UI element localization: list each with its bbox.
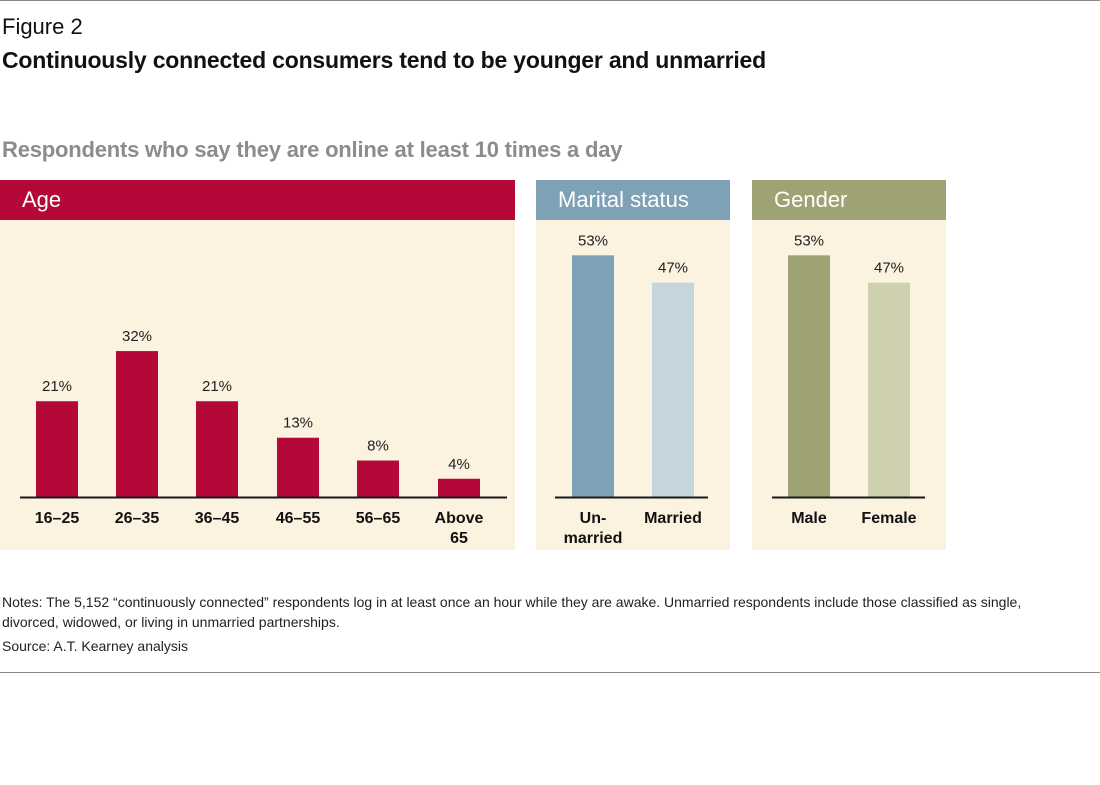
age-panel-header: Age	[0, 180, 515, 220]
figure-title: Continuously connected consumers tend to…	[2, 47, 766, 73]
age-panel: Age	[0, 180, 515, 550]
bottom-rule	[0, 672, 1100, 673]
gender-panel: Gender	[752, 180, 946, 550]
gender-panel-header: Gender	[752, 180, 946, 220]
figure-label: Figure 2	[2, 14, 83, 39]
marital-panel-header: Marital status	[536, 180, 730, 220]
top-rule	[0, 0, 1100, 1]
marital-panel: Marital status	[536, 180, 730, 550]
chart-subtitle: Respondents who say they are online at l…	[2, 137, 623, 162]
source-note: Source: A.T. Kearney analysis	[2, 638, 188, 654]
notes: Notes: The 5,152 “continuously connected…	[2, 594, 1022, 630]
